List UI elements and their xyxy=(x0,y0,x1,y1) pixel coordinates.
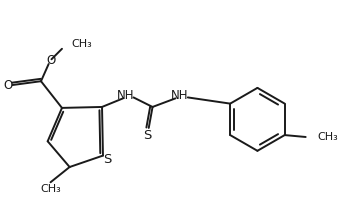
Text: NH: NH xyxy=(170,89,188,102)
Text: O: O xyxy=(3,78,12,92)
Text: NH: NH xyxy=(117,89,135,102)
Text: S: S xyxy=(143,129,151,142)
Text: CH₃: CH₃ xyxy=(40,184,61,194)
Text: CH₃: CH₃ xyxy=(317,132,338,142)
Text: CH₃: CH₃ xyxy=(72,39,92,49)
Text: O: O xyxy=(47,54,56,67)
Text: S: S xyxy=(103,153,112,166)
